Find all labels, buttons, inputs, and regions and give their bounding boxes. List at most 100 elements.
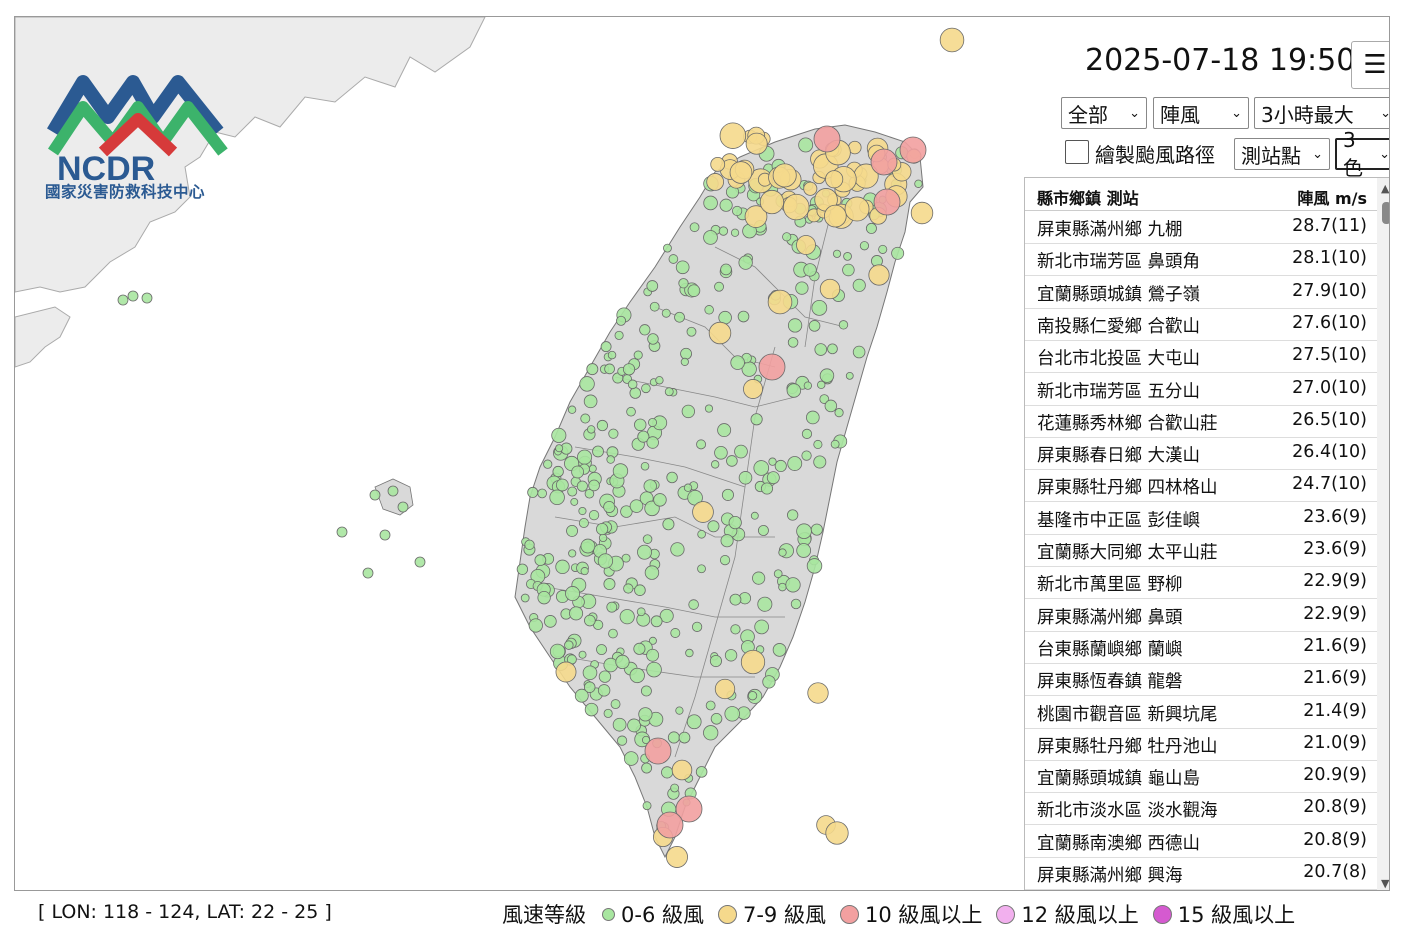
station-marker[interactable]	[659, 608, 674, 623]
station-marker[interactable]	[728, 515, 742, 530]
station-marker[interactable]	[582, 665, 598, 681]
station-marker[interactable]	[814, 343, 828, 356]
table-row[interactable]: 屏東縣滿州鄉 興海 20.7(8)	[1025, 857, 1377, 890]
table-row[interactable]: 宜蘭縣頭城鎮 鶯子嶺 27.9(10)	[1025, 276, 1377, 309]
station-marker[interactable]	[667, 731, 680, 744]
station-marker[interactable]	[787, 509, 799, 521]
station-marker[interactable]	[891, 246, 905, 260]
station-marker[interactable]	[787, 318, 803, 333]
station-marker[interactable]	[750, 511, 759, 520]
station-marker[interactable]	[683, 483, 693, 492]
station-marker[interactable]	[555, 559, 570, 575]
station-marker[interactable]	[646, 648, 660, 662]
station-marker[interactable]	[549, 489, 565, 506]
station-marker[interactable]	[825, 821, 849, 845]
station-marker[interactable]	[656, 811, 684, 839]
station-marker[interactable]	[747, 691, 758, 701]
station-marker[interactable]	[579, 376, 595, 392]
station-marker[interactable]	[720, 263, 732, 276]
station-marker[interactable]	[644, 737, 672, 765]
station-marker[interactable]	[644, 565, 660, 580]
station-marker[interactable]	[757, 596, 773, 612]
station-marker[interactable]	[580, 567, 589, 576]
station-marker[interactable]	[527, 486, 539, 498]
station-marker[interactable]	[785, 577, 801, 593]
station-marker[interactable]	[778, 548, 787, 557]
station-marker[interactable]	[578, 517, 589, 528]
station-marker[interactable]	[873, 188, 901, 216]
station-marker[interactable]	[707, 520, 720, 533]
station-marker[interactable]	[878, 244, 888, 254]
station-marker[interactable]	[666, 846, 688, 868]
station-marker[interactable]	[845, 371, 854, 380]
display-select[interactable]: 測站點 ⌄	[1234, 138, 1330, 170]
station-marker[interactable]	[899, 136, 927, 164]
station-marker[interactable]	[680, 357, 689, 366]
station-marker[interactable]	[795, 281, 809, 295]
station-marker[interactable]	[555, 478, 569, 492]
station-marker[interactable]	[650, 615, 663, 628]
station-marker[interactable]	[691, 621, 703, 632]
station-marker[interactable]	[787, 456, 803, 471]
station-marker[interactable]	[648, 636, 657, 645]
station-marker[interactable]	[710, 157, 726, 172]
table-scrollbar[interactable]: ▲ ▼	[1377, 178, 1390, 890]
table-row[interactable]: 桃園市觀音區 新興坑尾 21.4(9)	[1025, 696, 1377, 729]
station-marker[interactable]	[685, 648, 694, 658]
station-marker[interactable]	[823, 204, 847, 228]
station-marker[interactable]	[362, 567, 374, 579]
station-marker[interactable]	[583, 681, 596, 693]
station-marker[interactable]	[603, 500, 616, 513]
station-marker[interactable]	[686, 714, 702, 730]
station-marker[interactable]	[646, 436, 659, 449]
table-row[interactable]: 新北市瑞芳區 五分山 27.0(10)	[1025, 373, 1377, 406]
station-marker[interactable]	[718, 226, 729, 236]
station-table[interactable]: 縣市鄉鎮 測站 陣風 m/s 屏東縣滿州鄉 九棚 28.7(11) 新北市瑞芳區 鼻…	[1024, 177, 1390, 890]
station-marker[interactable]	[778, 582, 787, 592]
station-marker[interactable]	[729, 161, 753, 184]
station-marker[interactable]	[648, 417, 658, 427]
table-row[interactable]: 台北市北投區 大屯山 27.5(10)	[1025, 340, 1377, 374]
station-marker[interactable]	[750, 413, 763, 426]
station-marker[interactable]	[819, 394, 830, 404]
station-marker[interactable]	[813, 439, 823, 449]
station-marker[interactable]	[914, 179, 923, 188]
station-marker[interactable]	[616, 315, 627, 326]
scroll-up-icon[interactable]: ▲	[1381, 182, 1390, 195]
station-marker[interactable]	[646, 661, 662, 678]
station-marker[interactable]	[692, 501, 714, 523]
station-marker[interactable]	[786, 383, 802, 398]
station-marker[interactable]	[807, 682, 829, 704]
station-marker[interactable]	[567, 486, 578, 497]
station-marker[interactable]	[619, 609, 635, 625]
station-marker[interactable]	[638, 707, 653, 722]
station-marker[interactable]	[617, 735, 628, 746]
station-marker[interactable]	[703, 230, 718, 245]
station-marker[interactable]	[670, 542, 685, 557]
station-marker[interactable]	[596, 522, 609, 536]
station-marker[interactable]	[567, 405, 577, 414]
station-marker[interactable]	[653, 493, 667, 507]
station-marker[interactable]	[910, 201, 934, 225]
station-marker[interactable]	[675, 706, 684, 715]
table-row[interactable]: 屏東縣滿州鄉 九棚 28.7(11)	[1025, 211, 1377, 244]
scroll-down-icon[interactable]: ▼	[1381, 877, 1390, 890]
station-marker[interactable]	[719, 555, 731, 566]
station-marker[interactable]	[688, 599, 699, 610]
station-marker[interactable]	[703, 195, 718, 211]
station-marker[interactable]	[551, 427, 567, 443]
station-marker[interactable]	[703, 725, 719, 741]
station-marker[interactable]	[730, 624, 741, 635]
station-marker[interactable]	[819, 278, 841, 300]
station-marker[interactable]	[584, 488, 595, 499]
table-row[interactable]: 屏東縣牡丹鄉 四林格山 24.7(10)	[1025, 469, 1377, 503]
station-marker[interactable]	[387, 485, 399, 497]
station-marker[interactable]	[729, 593, 742, 606]
station-marker[interactable]	[603, 657, 618, 673]
station-marker[interactable]	[127, 290, 139, 302]
table-row[interactable]: 南投縣仁愛鄉 合歡山 27.6(10)	[1025, 308, 1377, 341]
station-marker[interactable]	[825, 170, 844, 189]
station-marker[interactable]	[717, 423, 732, 438]
station-marker[interactable]	[604, 363, 615, 375]
station-marker[interactable]	[584, 614, 596, 627]
